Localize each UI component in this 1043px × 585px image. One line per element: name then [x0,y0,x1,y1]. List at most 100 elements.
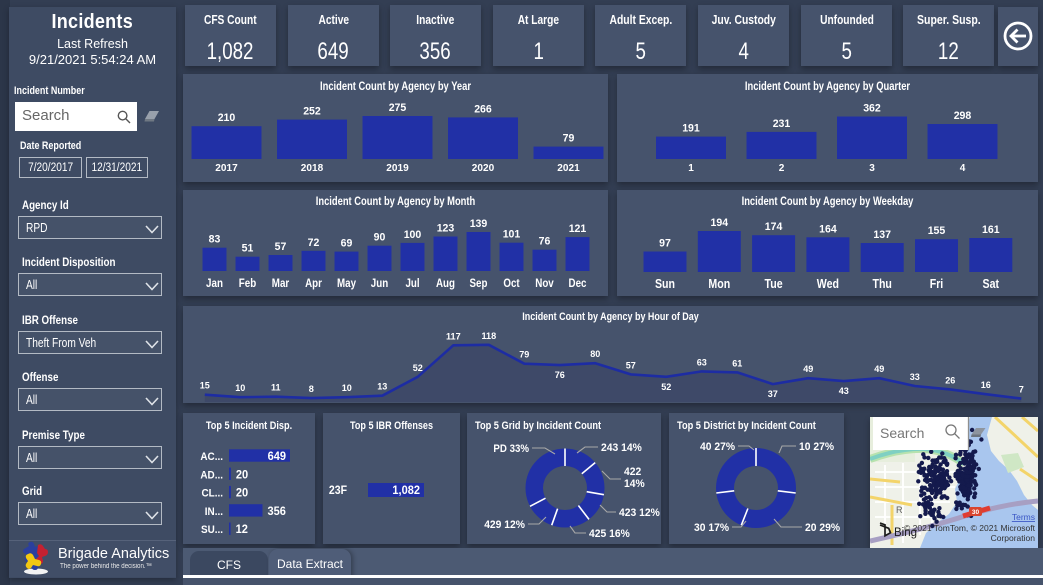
svg-text:R: R [896,505,903,515]
svg-text:123: 123 [437,223,455,235]
svg-text:429 12%: 429 12% [484,519,525,531]
svg-text:69: 69 [341,238,353,250]
svg-text:2019: 2019 [386,162,409,174]
svg-text:210: 210 [218,112,236,124]
svg-text:191: 191 [682,123,700,135]
svg-text:Dec: Dec [569,276,587,290]
svg-text:79: 79 [519,350,529,361]
svg-text:20: 20 [236,469,248,481]
svg-text:155: 155 [928,225,946,237]
svg-text:423 12%: 423 12% [619,507,660,519]
svg-text:Tue: Tue [765,276,783,291]
svg-text:422: 422 [624,466,641,478]
svg-text:37: 37 [768,389,778,400]
svg-text:Top 5 Incident Disp.: Top 5 Incident Disp. [206,420,292,432]
svg-text:1: 1 [688,162,694,174]
svg-text:33: 33 [910,372,920,383]
svg-text:10: 10 [342,383,352,394]
svg-text:Top 5 IBR Offenses: Top 5 IBR Offenses [350,420,433,432]
svg-text:Nov: Nov [535,276,554,290]
svg-text:AD...: AD... [200,469,223,481]
svg-text:Jan: Jan [206,276,223,290]
svg-text:Bing: Bing [894,527,917,539]
svg-text:63: 63 [697,357,707,368]
svg-text:16: 16 [981,380,991,391]
svg-text:243 14%: 243 14% [601,442,642,454]
svg-text:AC...: AC... [200,451,223,463]
svg-text:CL...: CL... [202,488,224,500]
svg-text:Top 5 District by Incident Cou: Top 5 District by Incident Count [677,420,816,432]
svg-text:649: 649 [268,451,286,463]
svg-text:Jul: Jul [405,276,419,290]
svg-text:13: 13 [377,382,387,393]
svg-text:Mar: Mar [272,276,290,290]
svg-text:137: 137 [873,229,891,241]
svg-text:79: 79 [563,133,575,145]
svg-text:14%: 14% [624,478,645,490]
svg-text:298: 298 [954,110,972,122]
svg-text:15: 15 [200,381,211,392]
svg-text:8: 8 [309,384,314,395]
svg-text:Apr: Apr [305,276,322,290]
svg-text:Top 5 Grid by Incident Count: Top 5 Grid by Incident Count [475,420,601,432]
svg-text:30: 30 [972,509,980,516]
svg-text:139: 139 [470,218,488,230]
svg-text:117: 117 [446,331,461,342]
svg-text:90: 90 [374,232,386,244]
svg-text:174: 174 [765,221,783,233]
svg-text:PD 33%: PD 33% [493,443,529,455]
svg-text:118: 118 [481,331,496,342]
svg-text:Search: Search [880,425,924,441]
svg-text:Mon: Mon [708,276,730,291]
svg-text:362: 362 [863,103,881,115]
svg-text:Jun: Jun [371,276,388,290]
svg-text:Oct: Oct [503,276,519,290]
svg-text:97: 97 [659,238,671,250]
svg-text:266: 266 [474,103,492,115]
svg-text:161: 161 [982,224,1000,236]
svg-text:76: 76 [555,370,565,381]
svg-text:164: 164 [819,223,837,235]
svg-text:Feb: Feb [239,276,256,290]
svg-text:Terms: Terms [1012,512,1035,522]
svg-text:Thu: Thu [873,276,892,291]
svg-text:Incident Count by Agency by We: Incident Count by Agency by Weekday [742,196,914,208]
svg-text:2: 2 [779,162,785,174]
svg-text:7: 7 [1019,385,1024,396]
svg-text:10 27%: 10 27% [799,441,834,453]
svg-text:121: 121 [569,223,587,235]
svg-text:© 2021 TomTom, © 2021 Microsof: © 2021 TomTom, © 2021 Microsoft [904,523,1036,533]
svg-text:30 17%: 30 17% [694,522,729,534]
svg-text:Sun: Sun [655,276,675,291]
svg-text:43: 43 [839,386,849,397]
svg-text:101: 101 [503,229,521,241]
svg-text:100: 100 [404,229,422,241]
svg-text:Incident Count by Agency by Qu: Incident Count by Agency by Quarter [745,81,911,93]
svg-text:49: 49 [874,364,884,375]
svg-text:194: 194 [711,217,729,229]
svg-text:425 16%: 425 16% [589,528,630,540]
svg-text:231: 231 [773,118,791,130]
svg-text:Sep: Sep [470,276,488,290]
svg-text:49: 49 [803,364,813,375]
svg-text:356: 356 [268,506,286,518]
svg-text:252: 252 [303,106,321,118]
svg-text:Corporation: Corporation [991,533,1036,543]
svg-text:Sat: Sat [983,276,1000,291]
svg-text:10: 10 [235,383,245,394]
svg-text:57: 57 [275,241,287,253]
svg-text:52: 52 [413,363,423,374]
svg-text:May: May [337,276,356,290]
svg-text:12: 12 [236,524,248,536]
svg-text:61: 61 [732,358,743,369]
svg-text:4: 4 [960,162,966,174]
svg-text:2021: 2021 [557,162,580,174]
svg-text:20: 20 [236,488,248,500]
svg-text:SU...: SU... [201,524,223,536]
svg-text:IN...: IN... [205,506,223,518]
svg-text:72: 72 [308,237,320,249]
svg-text:51: 51 [242,243,254,255]
svg-text:40 27%: 40 27% [700,441,735,453]
svg-text:3: 3 [869,162,875,174]
svg-text:52: 52 [661,382,671,393]
